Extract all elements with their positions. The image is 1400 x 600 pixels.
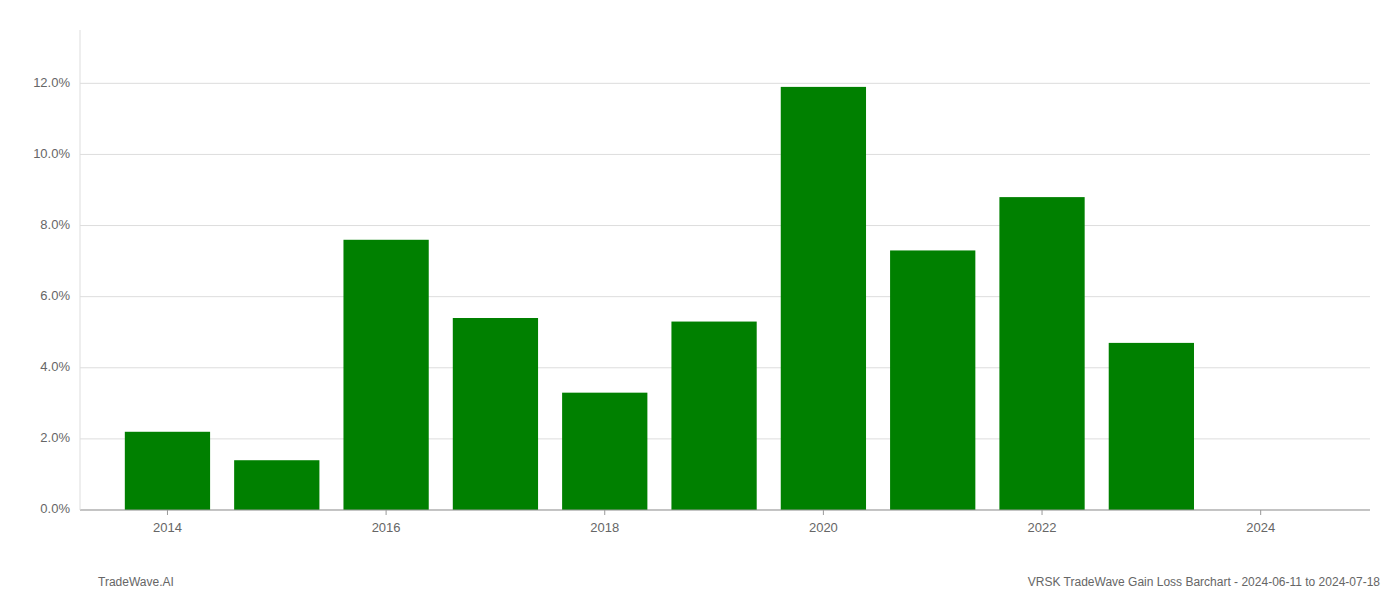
y-tick-label: 12.0% (33, 75, 70, 90)
x-tick-label: 2014 (153, 520, 182, 535)
x-tick (386, 510, 387, 515)
y-tick-label: 10.0% (33, 146, 70, 161)
x-tick-label: 2024 (1246, 520, 1275, 535)
bar (999, 197, 1084, 510)
x-tick (167, 510, 168, 515)
grid-line (80, 296, 1370, 297)
bar (453, 318, 538, 510)
bar (671, 322, 756, 510)
bar (562, 393, 647, 510)
footer-text: VRSK TradeWave Gain Loss Barchart - 2024… (1028, 575, 1381, 589)
y-tick-label: 2.0% (40, 430, 70, 445)
y-tick-label: 0.0% (40, 501, 70, 516)
chart: 0.0% 2.0% 4.0% 6.0% 8.0% 10.0% 12.0% 2014 2016 20… (0, 0, 1400, 600)
bar (343, 240, 428, 510)
x-tick (604, 510, 605, 515)
x-axis-line (80, 510, 1370, 511)
bar (234, 460, 319, 510)
bar (890, 250, 975, 510)
y-tick-label: 8.0% (40, 217, 70, 232)
grid-line (80, 510, 1370, 511)
x-tick-label: 2016 (372, 520, 401, 535)
y-tick-label: 6.0% (40, 288, 70, 303)
bar (1109, 343, 1194, 510)
y-axis-line (80, 30, 81, 510)
grid-line (80, 154, 1370, 155)
x-tick-label: 2018 (590, 520, 619, 535)
bars (125, 87, 1194, 510)
x-tick (1042, 510, 1043, 515)
y-grid (80, 83, 1370, 510)
y-tick-label: 4.0% (40, 359, 70, 374)
x-tick-label: 2020 (809, 520, 838, 535)
x-tick (1260, 510, 1261, 515)
footer-text: TradeWave.AI (98, 575, 174, 589)
bar (125, 432, 210, 510)
bar (781, 87, 866, 510)
x-tick-label: 2022 (1028, 520, 1057, 535)
grid-line (80, 225, 1370, 226)
grid-line (80, 83, 1370, 84)
x-tick (823, 510, 824, 515)
